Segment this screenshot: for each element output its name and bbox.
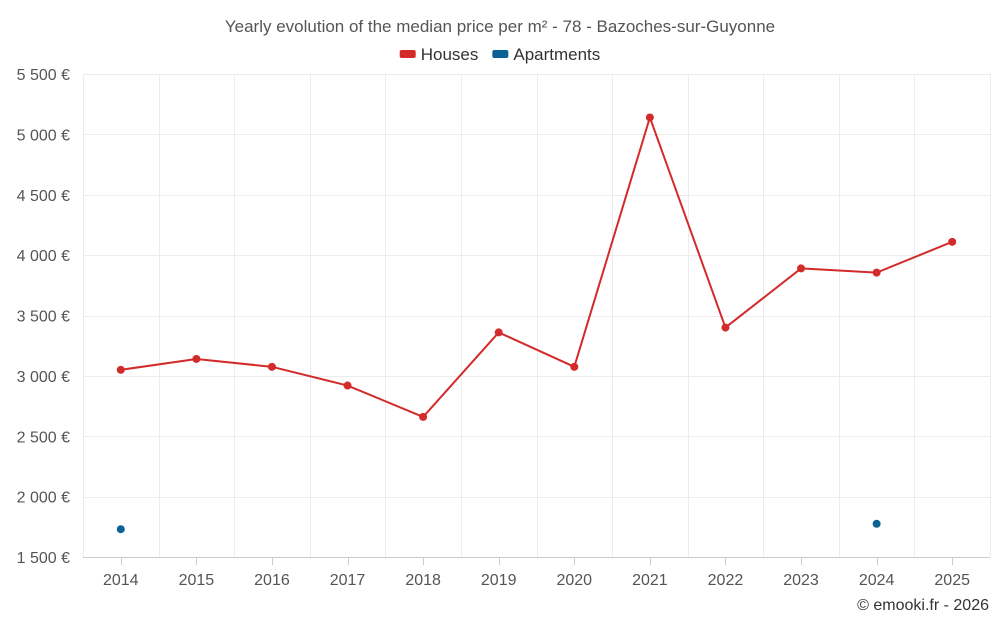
y-tick-label: 3 000 € xyxy=(17,369,70,386)
data-point-houses-2020[interactable] xyxy=(570,362,579,371)
data-point-houses-2018[interactable] xyxy=(419,412,428,421)
chart-title: Yearly evolution of the median price per… xyxy=(225,17,775,36)
x-tick-label: 2025 xyxy=(934,572,970,589)
x-tick-label: 2015 xyxy=(179,572,215,589)
axes xyxy=(83,557,990,565)
legend-item-apartments[interactable]: Apartments xyxy=(492,45,600,64)
y-tick-label: 4 500 € xyxy=(17,188,70,205)
x-tick-label: 2020 xyxy=(556,572,592,589)
legend-label: Apartments xyxy=(513,45,600,64)
series-apartments xyxy=(116,519,881,534)
x-tick-label: 2023 xyxy=(783,572,819,589)
y-tick-label: 5 500 € xyxy=(17,67,70,84)
y-tick-label: 1 500 € xyxy=(17,550,70,567)
data-point-houses-2015[interactable] xyxy=(192,354,201,363)
legend: Houses Apartments xyxy=(399,45,600,64)
x-axis-ticks: 2014 2015 2016 2017 2018 2019 2020 2021 2022 2023… xyxy=(103,572,970,589)
x-tick-label: 2014 xyxy=(103,572,139,589)
data-point-houses-2024[interactable] xyxy=(872,268,881,277)
x-tick-label: 2017 xyxy=(330,572,366,589)
x-tick-label: 2021 xyxy=(632,572,668,589)
data-point-houses-2022[interactable] xyxy=(721,323,730,332)
x-tick-label: 2022 xyxy=(708,572,744,589)
x-tick-label: 2024 xyxy=(859,572,895,589)
x-tick-label: 2019 xyxy=(481,572,517,589)
data-point-houses-2017[interactable] xyxy=(343,381,352,390)
series-line-houses xyxy=(120,116,953,418)
legend-swatch-apartments xyxy=(492,50,509,58)
data-point-apartments-2014[interactable] xyxy=(116,525,125,534)
data-point-houses-2023[interactable] xyxy=(797,264,806,273)
legend-item-houses[interactable]: Houses xyxy=(399,45,479,64)
grid-lines xyxy=(83,74,991,557)
y-tick-label: 5 000 € xyxy=(17,127,70,144)
legend-swatch-houses xyxy=(399,50,416,58)
data-point-houses-2021[interactable] xyxy=(645,113,654,122)
credit-text: © emooki.fr - 2026 xyxy=(857,597,989,614)
data-point-houses-2025[interactable] xyxy=(948,237,957,246)
y-tick-label: 4 000 € xyxy=(17,248,70,265)
legend-label: Houses xyxy=(421,45,479,64)
x-tick-label: 2016 xyxy=(254,572,290,589)
x-tick-label: 2018 xyxy=(405,572,441,589)
y-tick-label: 2 500 € xyxy=(17,429,70,446)
y-tick-label: 2 000 € xyxy=(17,490,70,507)
data-point-houses-2014[interactable] xyxy=(116,365,125,374)
series-houses xyxy=(116,113,957,421)
data-point-apartments-2024[interactable] xyxy=(872,519,881,528)
data-point-houses-2016[interactable] xyxy=(267,362,276,371)
y-axis-ticks: 1 500 € 2 000 € 2 500 € 3 000 € 3 500 € 4 000… xyxy=(17,67,70,567)
y-tick-label: 3 500 € xyxy=(17,309,70,326)
series-layer xyxy=(116,113,957,534)
data-point-houses-2019[interactable] xyxy=(494,328,503,337)
